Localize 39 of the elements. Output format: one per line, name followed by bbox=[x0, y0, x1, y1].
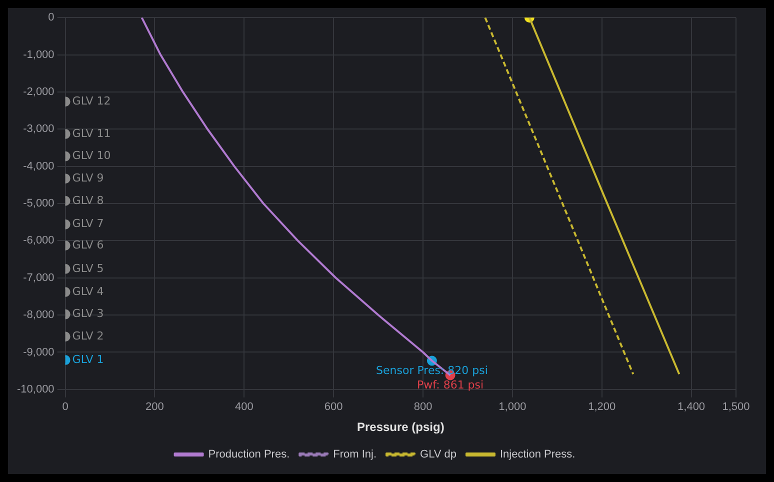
x-tick-label: 400 bbox=[234, 401, 254, 414]
legend-label: Production Pres. bbox=[208, 448, 290, 461]
x-axis-title: Pressure (psig) bbox=[356, 420, 444, 434]
data-label: GLV 7 bbox=[72, 217, 104, 230]
y-tick-label: -7,000 bbox=[23, 272, 54, 284]
data-label: GLV 1 bbox=[72, 352, 104, 366]
legend-label: From Inj. bbox=[333, 448, 377, 461]
data-label: GLV 9 bbox=[72, 171, 104, 184]
annotation: Sensor Pres: 820 psi bbox=[376, 364, 488, 378]
data-label: GLV 2 bbox=[72, 329, 104, 342]
data-label: GLV 5 bbox=[72, 262, 104, 275]
x-tick-label: 1,000 bbox=[498, 401, 526, 414]
y-tick-label: -6,000 bbox=[23, 234, 54, 247]
y-tick-label: -5,000 bbox=[23, 198, 54, 210]
y-tick-label: -10,000 bbox=[16, 383, 54, 396]
y-tick-label: -9,000 bbox=[23, 346, 54, 358]
data-label: GLV 11 bbox=[72, 126, 111, 140]
data-label: GLV 3 bbox=[72, 307, 104, 320]
data-label: GLV 4 bbox=[72, 284, 104, 298]
data-label: GLV 12 bbox=[72, 94, 111, 108]
y-tick-label: -1,000 bbox=[23, 48, 54, 61]
x-tick-label: 600 bbox=[324, 401, 343, 414]
data-label: GLV 8 bbox=[72, 194, 104, 207]
x-tick-label: 0 bbox=[62, 401, 68, 414]
data-label: GLV 10 bbox=[72, 149, 111, 162]
y-tick-label: -3,000 bbox=[23, 123, 54, 136]
y-tick-label: 0 bbox=[48, 12, 54, 24]
y-tick-label: -8,000 bbox=[23, 309, 54, 322]
annotation: Pwf: 861 psi bbox=[416, 378, 484, 392]
x-tick-label: 1,200 bbox=[588, 401, 616, 414]
y-tick-label: -4,000 bbox=[23, 160, 54, 172]
y-tick-label: -2,000 bbox=[23, 86, 54, 98]
x-tick-label: 800 bbox=[414, 401, 432, 414]
x-tick-label: 1,400 bbox=[678, 401, 706, 414]
legend-label: GLV dp bbox=[420, 448, 457, 461]
data-label: GLV 6 bbox=[72, 238, 104, 252]
x-tick-label: 200 bbox=[146, 401, 164, 414]
legend-label: Injection Press. bbox=[500, 448, 576, 461]
x-tick-label: 1,500 bbox=[722, 401, 750, 414]
